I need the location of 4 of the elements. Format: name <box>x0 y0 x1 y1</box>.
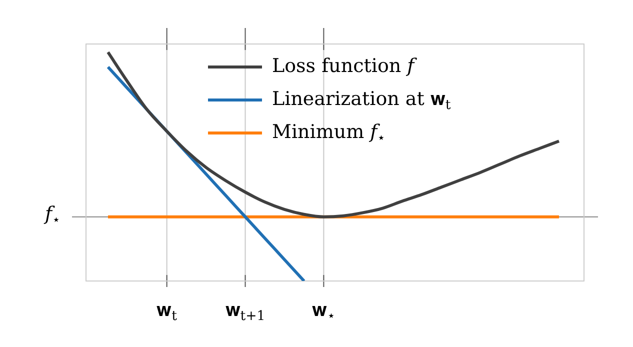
legend-label: Minimum 𝑓⋆ <box>272 120 386 146</box>
x-tick-label: 𝐰⋆ <box>312 298 336 324</box>
ref-line-label: 𝑓⋆ <box>42 202 60 228</box>
legend-label: Loss function 𝑓 <box>272 54 418 77</box>
